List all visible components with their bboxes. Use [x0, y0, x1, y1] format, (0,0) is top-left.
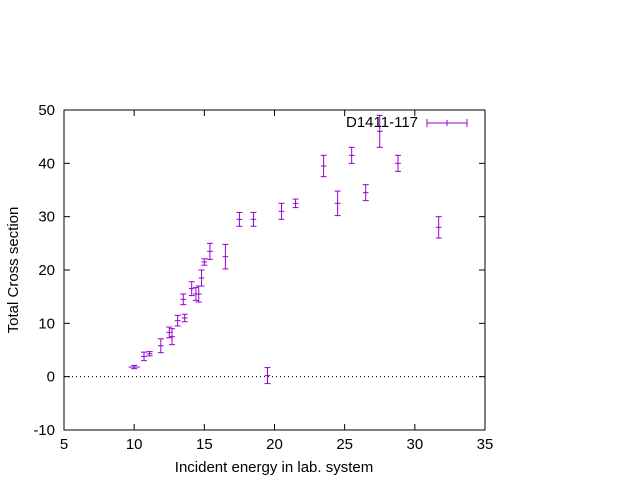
y-tick-label: 20: [38, 262, 55, 279]
data-point: [264, 367, 271, 385]
x-tick-label: 20: [266, 436, 283, 453]
x-tick-label: 10: [126, 436, 143, 453]
data-point: [362, 184, 369, 202]
data-point: [140, 351, 147, 362]
data-point: [334, 190, 341, 217]
data-point: [188, 281, 195, 297]
y-tick-label: 0: [47, 369, 55, 386]
data-point: [236, 211, 243, 227]
y-tick-label: -10: [33, 422, 55, 439]
data-point: [320, 154, 327, 178]
data-point: [201, 258, 208, 266]
x-tick-label: 5: [60, 436, 68, 453]
data-point: [376, 114, 383, 148]
x-tick-label: 30: [406, 436, 423, 453]
data-point: [157, 338, 164, 354]
data-point: [128, 364, 140, 370]
data-point: [166, 326, 173, 339]
data-point: [250, 211, 257, 227]
data-point: [292, 198, 299, 209]
data-point: [222, 243, 229, 270]
data-point: [206, 242, 213, 260]
x-axis-label: Incident energy in lab. system: [175, 459, 373, 476]
data-series: [128, 114, 442, 385]
data-point: [181, 313, 188, 323]
y-tick-label: 50: [38, 102, 55, 119]
data-point: [435, 216, 442, 239]
x-tick-label: 15: [196, 436, 213, 453]
data-point: [169, 328, 176, 346]
y-tick-label: 40: [38, 155, 55, 172]
x-tick-label: 25: [336, 436, 353, 453]
plot-frame: [63, 109, 486, 431]
legend-label: D1411-117: [346, 114, 418, 131]
x-tick-label: 35: [477, 436, 494, 453]
data-point: [394, 154, 401, 172]
data-point: [146, 351, 153, 357]
data-point: [198, 269, 205, 287]
y-axis-label: Total Cross section: [5, 207, 22, 334]
legend: D1411-117: [346, 114, 468, 131]
data-point: [195, 285, 202, 303]
data-point: [348, 146, 355, 164]
y-tick-label: 30: [38, 209, 55, 226]
axis-ticks: 5 10 15 20 25 30 35 -10 0 10 20 30 40 50: [33, 102, 493, 453]
data-point: [278, 202, 285, 220]
y-tick-label: 10: [38, 315, 55, 332]
data-point: [180, 293, 187, 306]
data-point: [174, 314, 181, 327]
